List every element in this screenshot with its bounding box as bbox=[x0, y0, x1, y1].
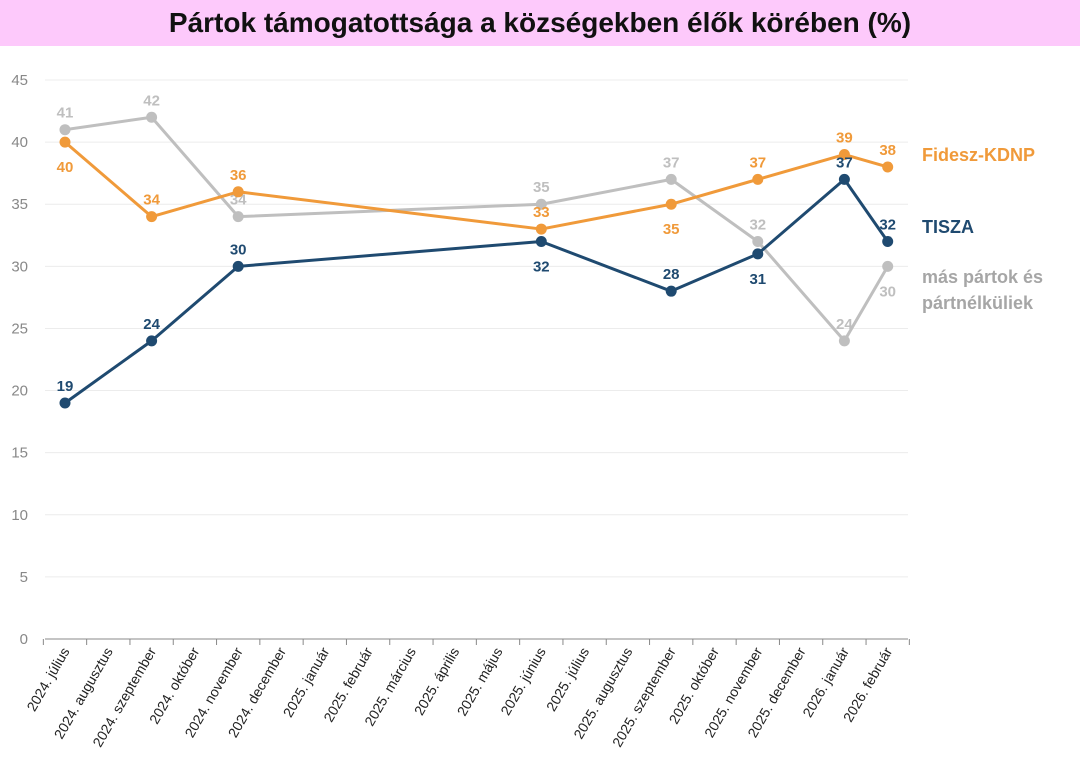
series-line-1 bbox=[64, 177, 889, 405]
data-point bbox=[665, 285, 677, 297]
data-label: 19 bbox=[57, 378, 74, 395]
data-point bbox=[665, 198, 677, 210]
data-point bbox=[838, 173, 850, 185]
data-label: 36 bbox=[230, 167, 247, 184]
y-tick-label: 15 bbox=[11, 445, 28, 462]
data-label: 35 bbox=[533, 179, 550, 196]
data-point bbox=[146, 211, 158, 223]
data-point bbox=[752, 173, 764, 185]
data-point bbox=[232, 260, 244, 272]
data-label: 38 bbox=[879, 142, 896, 159]
y-tick-label: 0 bbox=[20, 631, 28, 648]
chart-title: Pártok támogatottsága a községekben élők… bbox=[168, 7, 912, 38]
data-label: 33 bbox=[533, 204, 550, 221]
x-tick-label: 2025. április bbox=[411, 645, 463, 718]
data-point bbox=[535, 235, 547, 247]
data-label: 39 bbox=[836, 130, 853, 147]
data-point bbox=[535, 223, 547, 235]
data-label: 40 bbox=[57, 159, 74, 176]
data-point bbox=[59, 124, 71, 136]
data-label: 34 bbox=[143, 192, 160, 209]
y-tick-label: 30 bbox=[11, 258, 28, 275]
data-point bbox=[752, 248, 764, 260]
data-point bbox=[665, 173, 677, 185]
legend-tisza: TISZA bbox=[922, 217, 974, 237]
data-label: 37 bbox=[663, 154, 680, 171]
data-label: 37 bbox=[836, 154, 853, 171]
y-tick-label: 40 bbox=[11, 134, 28, 151]
data-point bbox=[752, 235, 764, 247]
data-point bbox=[59, 397, 71, 409]
data-point bbox=[232, 211, 244, 223]
data-label: 24 bbox=[836, 316, 853, 333]
data-label: 37 bbox=[749, 154, 766, 171]
data-point bbox=[146, 335, 158, 347]
series-line-2 bbox=[64, 115, 889, 343]
series-line-0 bbox=[64, 140, 889, 231]
data-label: 42 bbox=[143, 92, 160, 109]
data-label: 41 bbox=[57, 105, 74, 122]
x-tick-label: 2024. július bbox=[23, 645, 72, 714]
legend-other: pártnélküliek bbox=[922, 293, 1034, 313]
data-label: 28 bbox=[663, 266, 680, 283]
data-point bbox=[882, 260, 894, 272]
data-label: 35 bbox=[663, 221, 680, 238]
y-tick-label: 25 bbox=[11, 320, 28, 337]
data-point bbox=[59, 136, 71, 148]
legend-fidesz: Fidesz-KDNP bbox=[922, 145, 1035, 165]
data-label: 30 bbox=[230, 241, 247, 258]
data-label: 30 bbox=[879, 283, 896, 300]
y-tick-label: 45 bbox=[11, 72, 28, 89]
data-label: 31 bbox=[749, 271, 766, 288]
y-tick-label: 35 bbox=[11, 196, 28, 213]
y-tick-label: 5 bbox=[20, 569, 28, 586]
data-point bbox=[838, 149, 850, 161]
data-label: 34 bbox=[230, 192, 247, 209]
x-tick-label: 2025. június bbox=[497, 645, 549, 718]
data-point bbox=[882, 235, 894, 247]
data-point bbox=[838, 335, 850, 347]
data-point bbox=[232, 186, 244, 198]
legend-other: más pártok és bbox=[922, 267, 1043, 287]
title-bar: Pártok támogatottsága a községekben élők… bbox=[0, 0, 1080, 46]
y-tick-label: 20 bbox=[11, 383, 28, 400]
x-tick-label: 2025. július bbox=[543, 645, 592, 714]
data-point bbox=[535, 198, 547, 210]
data-label: 32 bbox=[749, 216, 766, 233]
y-tick-label: 10 bbox=[11, 507, 28, 524]
data-point bbox=[146, 111, 158, 123]
data-label: 32 bbox=[533, 258, 550, 275]
data-label: 32 bbox=[879, 216, 896, 233]
data-point bbox=[882, 161, 894, 173]
data-label: 24 bbox=[143, 316, 160, 333]
